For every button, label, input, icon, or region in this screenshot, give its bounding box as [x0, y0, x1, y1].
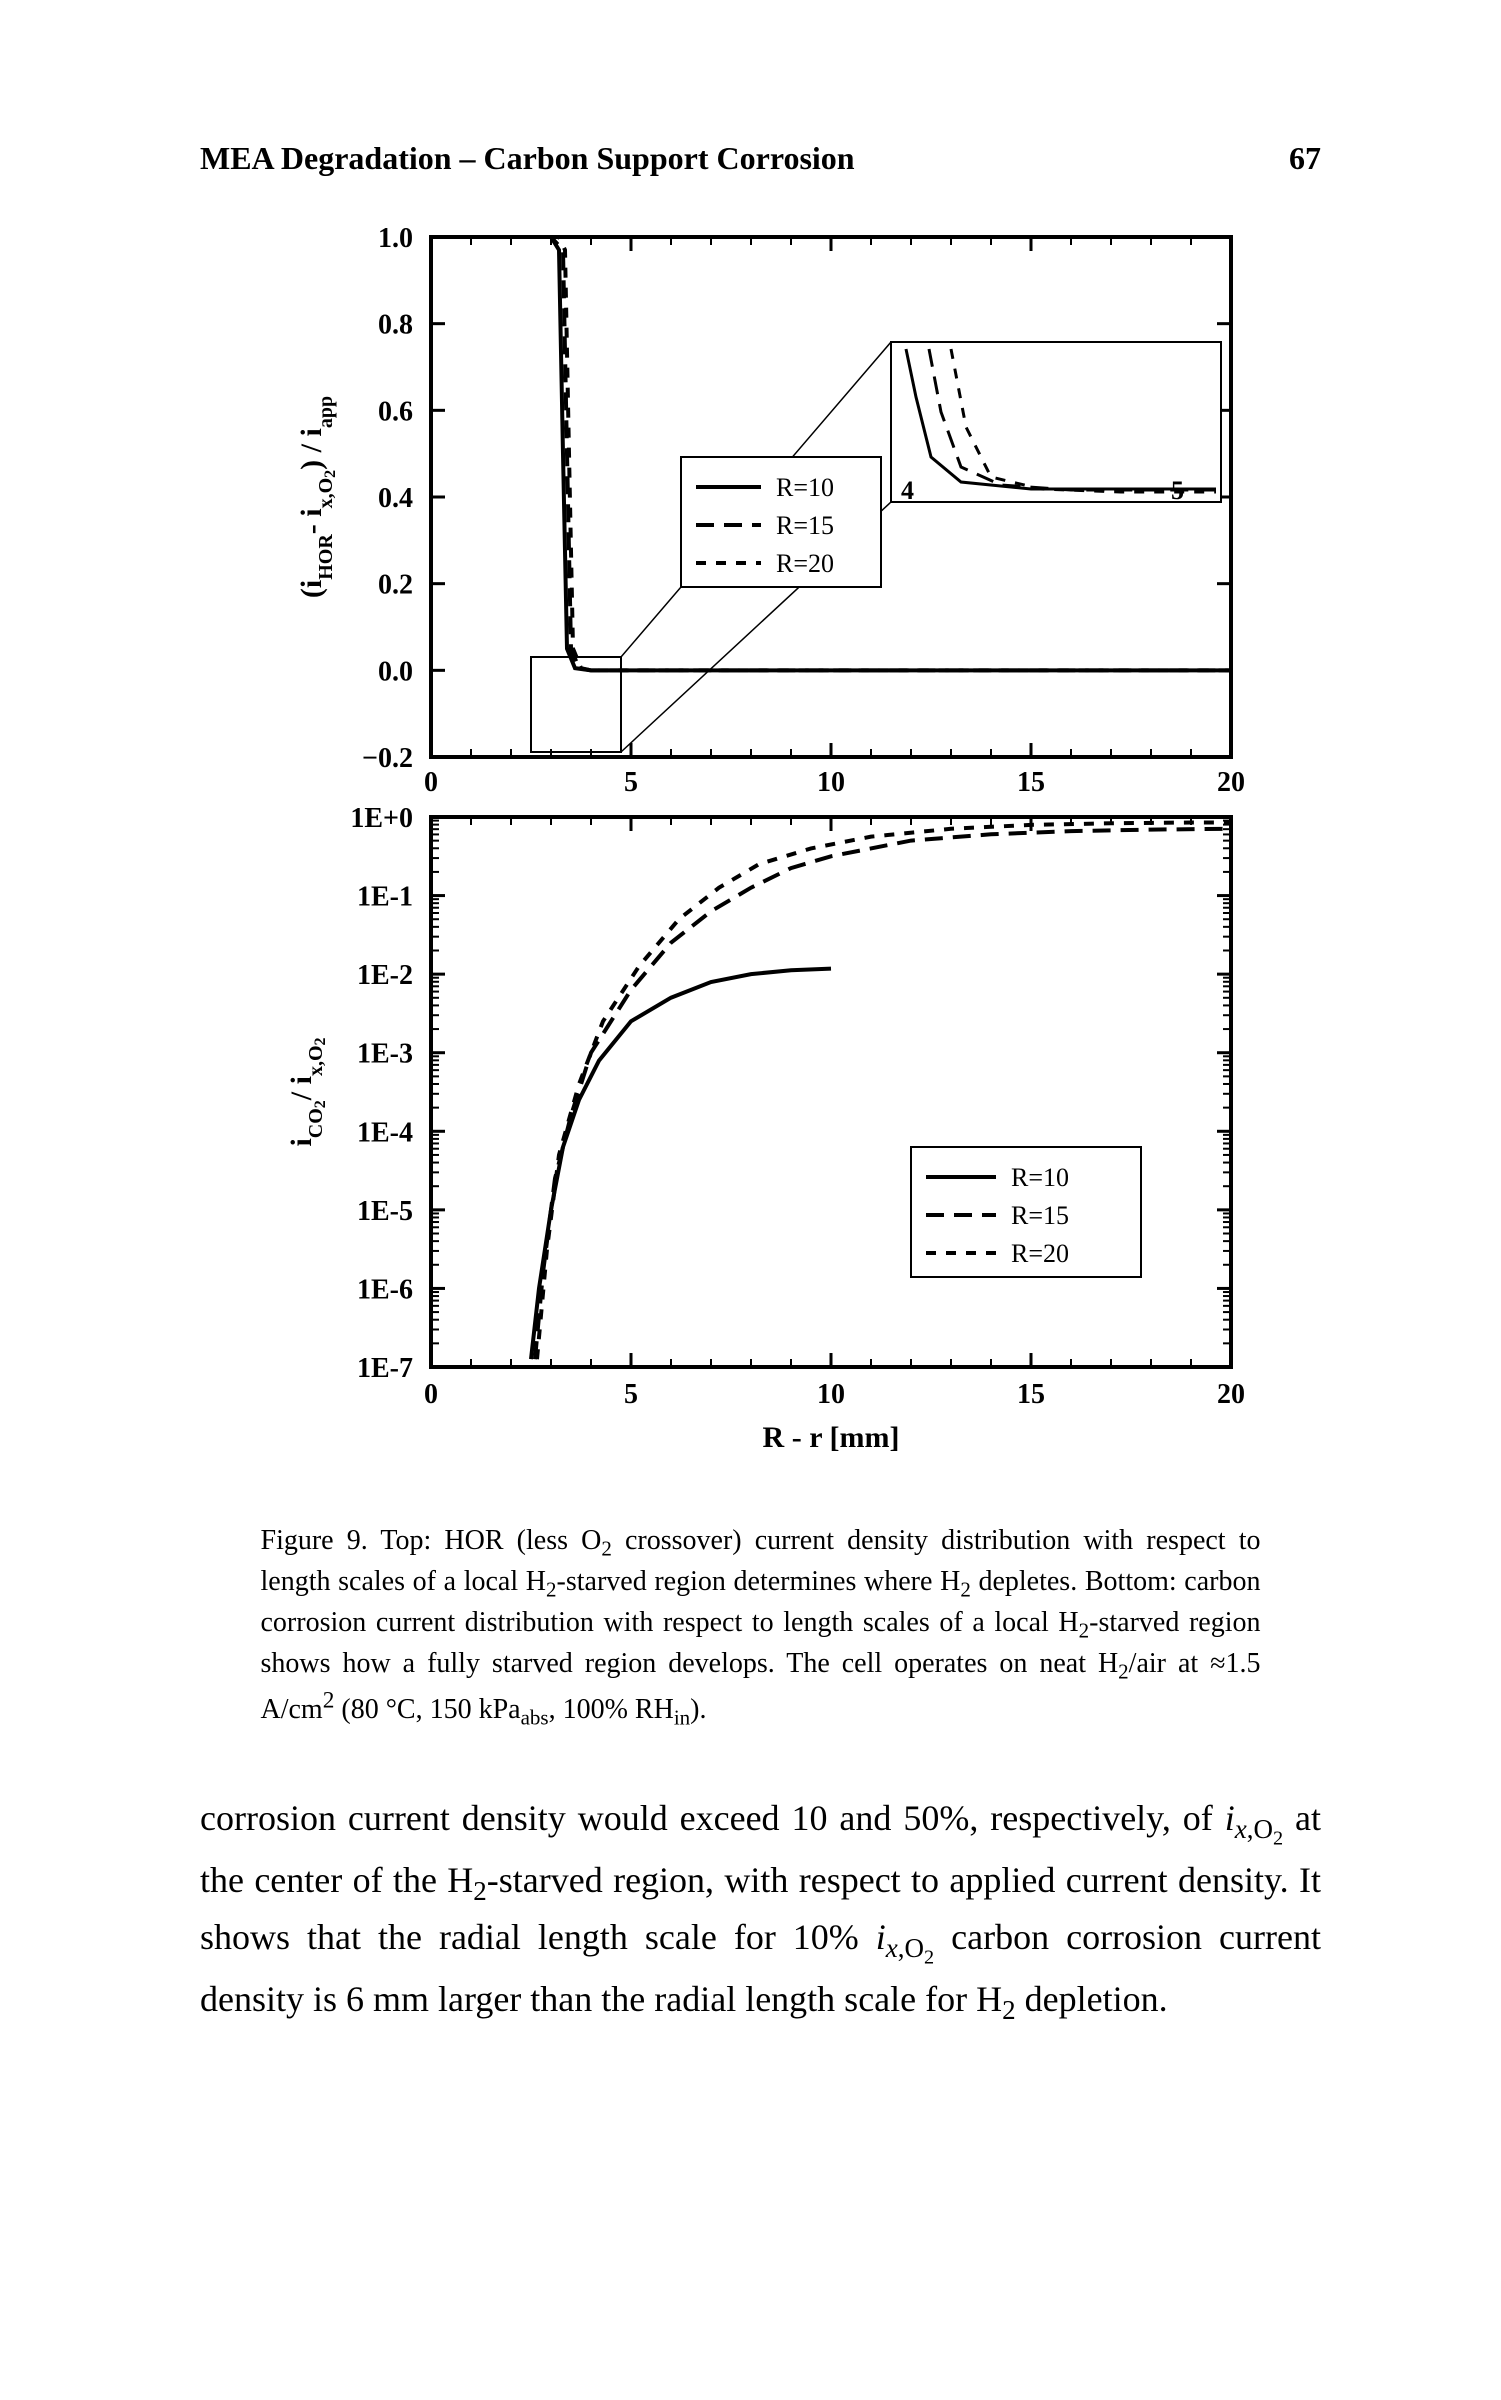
svg-text:5: 5 [1171, 476, 1184, 505]
svg-text:0.0: 0.0 [378, 656, 413, 687]
svg-text:15: 15 [1017, 767, 1045, 798]
svg-text:5: 5 [624, 1379, 638, 1410]
caption-body: Top: HOR (less O2 crossover) current den… [261, 1525, 1261, 1725]
svg-text:0: 0 [424, 1379, 438, 1410]
svg-text:(iHOR- ix,O2) / iapp: (iHOR- ix,O2) / iapp [295, 396, 339, 598]
page-number: 67 [1289, 140, 1321, 177]
svg-text:1E+0: 1E+0 [350, 803, 413, 834]
svg-text:0.8: 0.8 [378, 310, 413, 341]
svg-text:1E-5: 1E-5 [357, 1196, 413, 1227]
svg-text:R=20: R=20 [776, 549, 834, 578]
figure-svg: 0 5 10 15 20 −0.2 0.0 0.2 0.4 0.6 0.8 1.0 (iHOR- ix,… [261, 227, 1261, 1477]
svg-text:−0.2: −0.2 [362, 743, 413, 774]
svg-text:20: 20 [1217, 1379, 1245, 1410]
running-title: MEA Degradation – Carbon Support Corrosi… [200, 140, 855, 177]
svg-text:20: 20 [1217, 767, 1245, 798]
svg-text:R=10: R=10 [776, 473, 834, 502]
figure-9: 0 5 10 15 20 −0.2 0.0 0.2 0.4 0.6 0.8 1.0 (iHOR- ix,… [261, 227, 1261, 1732]
svg-text:0: 0 [424, 767, 438, 798]
svg-text:0.4: 0.4 [378, 483, 413, 514]
svg-text:1E-1: 1E-1 [357, 882, 413, 913]
svg-text:10: 10 [817, 767, 845, 798]
svg-text:R=10: R=10 [1011, 1163, 1069, 1192]
svg-text:1E-3: 1E-3 [357, 1039, 413, 1070]
svg-text:1.0: 1.0 [378, 227, 413, 254]
svg-text:5: 5 [624, 767, 638, 798]
svg-text:R=15: R=15 [776, 511, 834, 540]
svg-text:10: 10 [817, 1379, 845, 1410]
body-paragraph: corrosion current density would exceed 1… [200, 1792, 1321, 2031]
svg-text:R=15: R=15 [1011, 1201, 1069, 1230]
caption-prefix: Figure 9. [261, 1525, 381, 1556]
svg-text:1E-4: 1E-4 [357, 1117, 413, 1148]
figure-caption: Figure 9. Top: HOR (less O2 crossover) c… [261, 1522, 1261, 1732]
svg-text:R - r [mm]: R - r [mm] [762, 1421, 899, 1454]
svg-text:4: 4 [901, 476, 914, 505]
svg-text:0.2: 0.2 [378, 570, 413, 601]
svg-text:15: 15 [1017, 1379, 1045, 1410]
svg-text:iCO2/ ix,O2: iCO2/ ix,O2 [285, 1037, 329, 1146]
svg-text:1E-6: 1E-6 [357, 1274, 413, 1305]
svg-text:1E-2: 1E-2 [357, 960, 413, 991]
page-header: MEA Degradation – Carbon Support Corrosi… [200, 140, 1321, 177]
svg-text:1E-7: 1E-7 [357, 1353, 413, 1384]
svg-text:R=20: R=20 [1011, 1239, 1069, 1268]
svg-text:0.6: 0.6 [378, 396, 413, 427]
